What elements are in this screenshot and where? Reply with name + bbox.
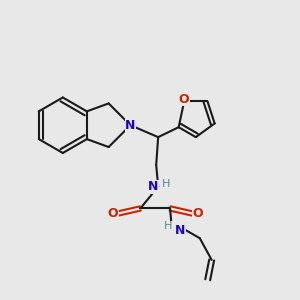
Text: H: H bbox=[164, 221, 172, 231]
Text: N: N bbox=[175, 224, 185, 237]
Text: O: O bbox=[179, 93, 190, 106]
Text: N: N bbox=[125, 119, 136, 132]
Text: O: O bbox=[193, 207, 203, 220]
Text: N: N bbox=[148, 180, 158, 193]
Text: H: H bbox=[162, 179, 170, 189]
Text: O: O bbox=[107, 207, 118, 220]
